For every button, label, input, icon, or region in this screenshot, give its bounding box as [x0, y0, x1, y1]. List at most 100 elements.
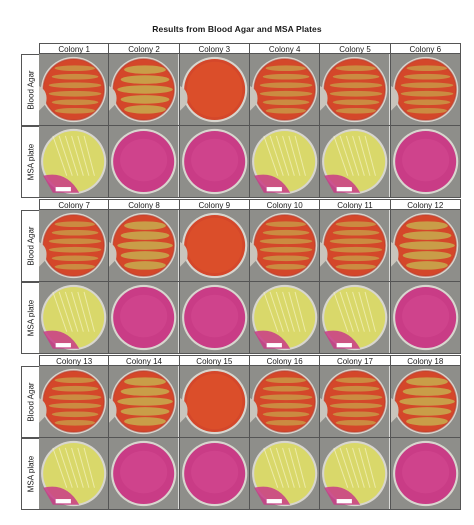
colony-header: Colony 2	[109, 43, 180, 54]
colony-growth-streak	[48, 238, 102, 245]
streak-line	[294, 291, 306, 332]
blood-agar-medium	[324, 58, 386, 121]
colony-growth-streak	[259, 82, 313, 89]
glove-shape	[249, 85, 258, 111]
colony-header: Colony 1	[39, 43, 110, 54]
colony-growth-streak	[51, 73, 99, 80]
glove-shape	[179, 397, 188, 423]
glove-shape	[390, 241, 399, 267]
colony-header: Colony 10	[249, 199, 321, 210]
colony-growth-streak	[262, 229, 310, 236]
blood-agar-medium	[324, 214, 386, 277]
colony-growth-streak	[262, 385, 310, 392]
colony-header: Colony 17	[320, 355, 391, 366]
glove-shape	[249, 241, 258, 267]
msa-plate-photo	[109, 126, 180, 198]
colony-growth-streak	[332, 411, 380, 418]
colony-growth-streak	[406, 65, 448, 72]
streak-line	[358, 447, 371, 488]
colony-growth-streak	[330, 238, 383, 245]
colony-growth-streak	[403, 73, 451, 80]
colony-growth-streak	[259, 394, 313, 401]
colony-header: Colony 8	[109, 199, 180, 210]
streak-line	[263, 447, 279, 488]
colony-growth-streak	[265, 107, 307, 114]
blood-agar-plate-photo	[39, 210, 110, 282]
blood-agar-plate-photo	[109, 54, 180, 126]
blood-agar-plate-photo	[249, 210, 321, 282]
colony-growth-streak	[48, 246, 102, 253]
msa-plate-photo	[179, 282, 250, 354]
streak-line	[77, 291, 90, 332]
colony-growth-streak	[335, 65, 377, 72]
colony-header: Colony 7	[39, 199, 110, 210]
streak-line	[83, 135, 95, 176]
colony-growth-streak	[262, 255, 310, 262]
blood-agar-plate-photo	[320, 210, 391, 282]
streak-line	[333, 291, 349, 332]
colony-growth-streak	[335, 419, 377, 426]
streak-line	[352, 291, 366, 332]
streak-line	[339, 291, 355, 332]
colony-growth-streak	[117, 85, 174, 94]
colony-growth-streak	[332, 385, 380, 392]
streak-line	[77, 135, 90, 176]
row-label-text: Blood Agar	[26, 382, 35, 422]
glove-shape	[320, 397, 328, 423]
blood-agar-plate-photo	[179, 366, 250, 438]
streak-line	[333, 135, 349, 176]
colony-growth-streak	[265, 263, 307, 270]
blood-agar-plate-photo	[249, 366, 321, 438]
msa-plate-photo	[390, 126, 461, 198]
glove-shape	[390, 397, 399, 423]
msa-plate-photo	[320, 438, 391, 510]
colony-growth-streak	[51, 99, 99, 106]
streak-line	[269, 291, 284, 332]
blood-agar-medium	[254, 58, 316, 121]
colony-growth-streak	[405, 417, 448, 426]
row-label-blood-agar: Blood Agar	[21, 54, 39, 126]
row-label-blood-agar: Blood Agar	[21, 210, 39, 282]
colony-growth-streak	[121, 251, 170, 260]
colony-growth-streak	[332, 99, 380, 106]
colony-growth-streak	[48, 82, 102, 89]
results-grid: Colony 1 Colony 2 Colony 3 Colony 4 Colony 5…	[21, 43, 461, 511]
glove-shape	[249, 397, 258, 423]
plate-label-tape	[55, 499, 71, 504]
colony-growth-streak	[330, 402, 383, 409]
blood-agar-medium	[43, 58, 105, 121]
blood-agar-plate-photo	[390, 54, 461, 126]
blood-agar-medium	[324, 370, 386, 433]
colony-header: Colony 9	[179, 199, 250, 210]
colony-growth-streak	[330, 394, 383, 401]
plate-label-tape	[55, 343, 71, 348]
row-label-text: MSA plate	[26, 143, 35, 181]
blood-agar-plate-photo	[249, 54, 321, 126]
blood-agar-medium	[43, 214, 105, 277]
colony-growth-streak	[54, 377, 96, 384]
colony-growth-streak	[330, 246, 383, 253]
colony-growth-streak	[265, 419, 307, 426]
msa-plate-photo	[390, 282, 461, 354]
streak-line	[64, 447, 79, 488]
streak-line	[358, 135, 371, 176]
msa-plate-photo	[109, 282, 180, 354]
streak-line	[71, 447, 84, 488]
msa-plate-photo	[249, 126, 321, 198]
streak-line	[352, 447, 366, 488]
colony-growth-streak	[117, 397, 174, 406]
colony-growth-streak	[335, 377, 377, 384]
colony-growth-streak	[405, 221, 448, 230]
blood-agar-plate-photo	[320, 54, 391, 126]
msa-plate-row	[39, 126, 461, 198]
colony-growth-streak	[259, 90, 313, 97]
colony-growth-streak	[262, 411, 310, 418]
row-label-text: MSA plate	[26, 299, 35, 337]
streak-line	[288, 291, 301, 332]
colony-header: Colony 3	[179, 43, 250, 54]
colony-growth-streak	[124, 417, 167, 426]
glove-shape	[109, 397, 117, 423]
streak-line	[275, 447, 290, 488]
streak-line	[288, 135, 301, 176]
blood-agar-plate-photo	[390, 210, 461, 282]
